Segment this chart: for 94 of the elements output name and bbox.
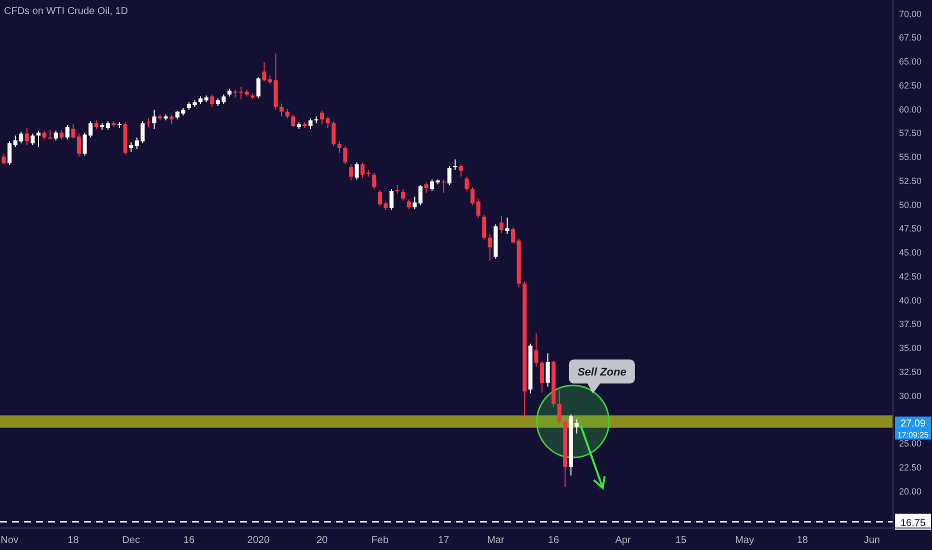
y-tick-label: 50.00 bbox=[899, 200, 922, 210]
candlestick bbox=[262, 62, 266, 82]
candlestick bbox=[557, 389, 562, 426]
x-tick-label: Dec bbox=[122, 535, 140, 546]
y-tick-label: 57.50 bbox=[899, 128, 922, 138]
y-tick-label: 35.00 bbox=[899, 343, 922, 354]
candlestick bbox=[354, 162, 359, 180]
candlestick bbox=[470, 186, 475, 206]
candlestick bbox=[76, 133, 82, 158]
candlestick bbox=[170, 114, 174, 125]
candlestick bbox=[499, 215, 504, 234]
y-tick-label: 40.00 bbox=[899, 295, 922, 306]
candlestick bbox=[447, 166, 452, 186]
candlestick bbox=[412, 196, 417, 210]
y-tick-label: 62.50 bbox=[899, 80, 922, 90]
text: CFDs on WTI Crude Oil, 1D bbox=[4, 6, 128, 17]
candlestick bbox=[2, 153, 6, 165]
x-tick-label: Feb bbox=[371, 535, 389, 546]
candlestick bbox=[71, 124, 76, 139]
candlestick bbox=[291, 114, 296, 128]
candlestick bbox=[401, 188, 406, 202]
y-tick-label: 55.00 bbox=[899, 152, 922, 162]
candlestick bbox=[54, 130, 58, 141]
candlestick bbox=[430, 179, 434, 192]
candlestick bbox=[308, 118, 313, 130]
candlestick bbox=[36, 130, 41, 148]
candlestick bbox=[540, 360, 544, 393]
candlestick bbox=[320, 110, 324, 125]
x-tick-label: Mar bbox=[487, 535, 505, 546]
ref-line-label: 16.75 bbox=[900, 518, 926, 529]
candlestick bbox=[372, 172, 376, 190]
candlestick bbox=[424, 182, 428, 194]
text: 17:09:25 bbox=[897, 430, 930, 440]
y-tick-label: 20.00 bbox=[899, 486, 922, 496]
candlestick bbox=[453, 158, 458, 170]
candlestick bbox=[343, 146, 348, 165]
x-tick-label: 18 bbox=[68, 535, 80, 546]
x-tick-label: 17 bbox=[438, 535, 450, 546]
y-tick-label: 37.50 bbox=[899, 319, 922, 330]
y-tick-label: 25.00 bbox=[899, 438, 922, 449]
annotation: 27.09 bbox=[900, 418, 926, 430]
candlestick bbox=[30, 133, 35, 146]
candlestick bbox=[326, 116, 330, 128]
x-tick-label: 2020 bbox=[247, 535, 270, 546]
y-tick-label: 22.50 bbox=[899, 462, 922, 472]
candlestick bbox=[546, 352, 550, 388]
x-tick-label: 15 bbox=[675, 535, 687, 546]
x-tick-label: Jun bbox=[864, 535, 880, 546]
y-tick-label: 70.00 bbox=[899, 8, 922, 19]
candlestick bbox=[337, 140, 342, 154]
candlestick bbox=[360, 162, 365, 178]
candlestick bbox=[280, 104, 284, 117]
candlestick bbox=[482, 214, 486, 240]
x-tick-label: 16 bbox=[183, 535, 195, 546]
candlestick bbox=[534, 332, 538, 368]
x-tick-label: Nov bbox=[0, 535, 18, 546]
candlestick bbox=[285, 108, 290, 119]
candlestick bbox=[395, 184, 400, 194]
candlestick bbox=[511, 226, 516, 244]
candlestick bbox=[210, 94, 214, 108]
y-tick-label: 42.50 bbox=[899, 271, 922, 282]
candlestick bbox=[24, 127, 29, 146]
x-tick-label: 18 bbox=[796, 535, 808, 546]
y-tick-label: 65.00 bbox=[899, 56, 922, 67]
candlestick bbox=[458, 164, 463, 178]
candlestick bbox=[129, 142, 134, 152]
candlestick bbox=[442, 179, 446, 194]
y-tick-label: 30.00 bbox=[899, 390, 922, 401]
candlestick bbox=[406, 199, 411, 210]
y-tick-label: 45.00 bbox=[899, 248, 922, 258]
candlestick bbox=[476, 198, 480, 218]
annotation: Sell Zone bbox=[577, 366, 626, 379]
candlestick bbox=[332, 120, 336, 147]
candlestick bbox=[8, 140, 12, 166]
y-tick-label: 52.50 bbox=[899, 176, 922, 186]
candlestick bbox=[464, 176, 469, 192]
candlestick bbox=[152, 109, 156, 130]
y-tick-label: 67.50 bbox=[899, 32, 922, 43]
y-tick-label: 60.00 bbox=[899, 104, 922, 114]
x-tick-label: 20 bbox=[316, 535, 328, 546]
x-tick-label: Apr bbox=[615, 535, 632, 546]
candlestick bbox=[256, 76, 260, 99]
candlestick bbox=[389, 188, 394, 211]
x-tick-label: 16 bbox=[548, 535, 560, 546]
candlestick bbox=[418, 184, 422, 206]
candlestick bbox=[65, 124, 70, 140]
candlestick bbox=[505, 217, 510, 234]
y-tick-label: 47.50 bbox=[899, 224, 922, 234]
candlestick bbox=[60, 129, 64, 140]
candlestick bbox=[48, 129, 52, 140]
y-tick-label: 32.50 bbox=[899, 366, 922, 377]
candlestick bbox=[488, 233, 492, 262]
candlestick bbox=[348, 164, 354, 181]
x-tick-label: May bbox=[735, 535, 754, 546]
